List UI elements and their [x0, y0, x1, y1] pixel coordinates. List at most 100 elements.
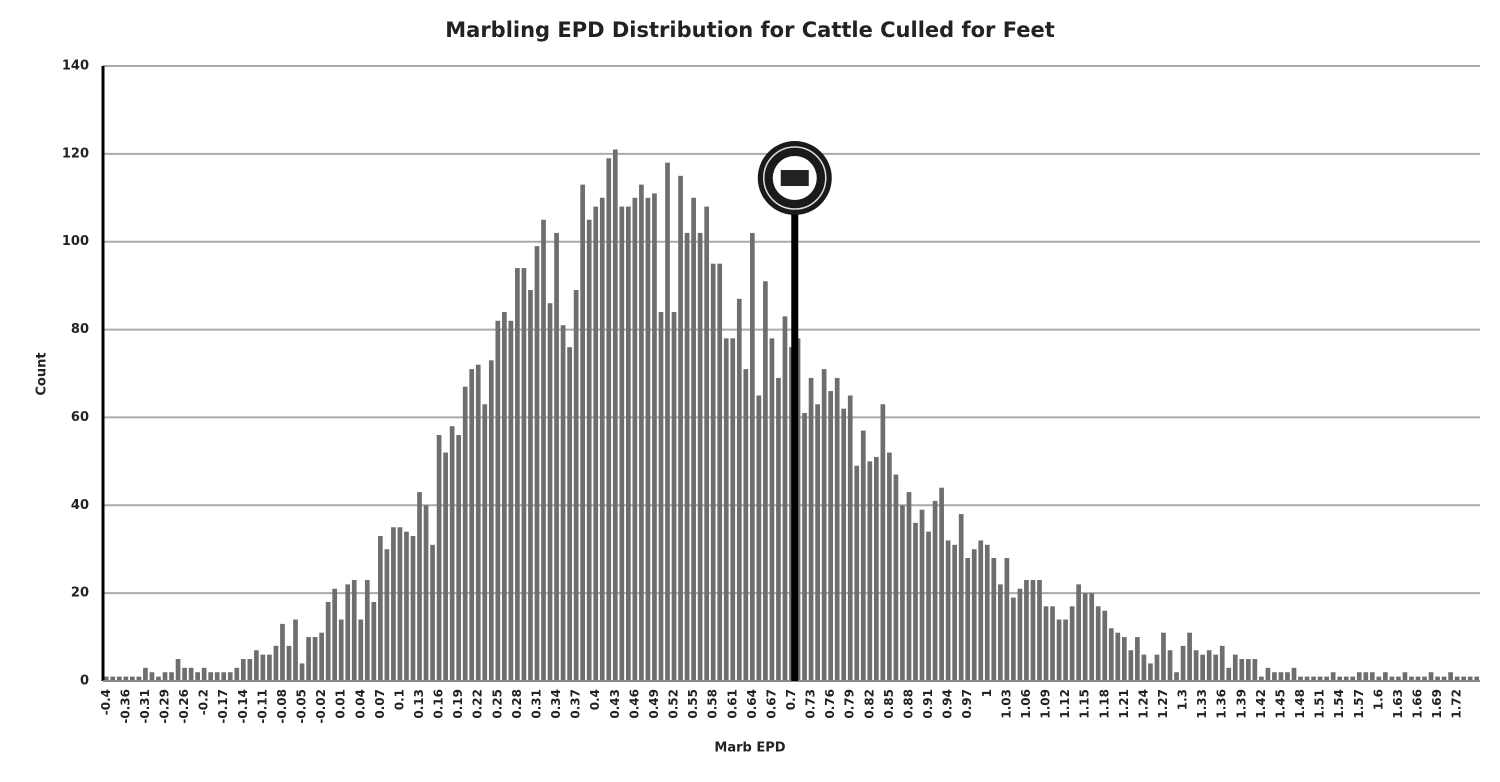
bar [802, 413, 807, 681]
bar [769, 338, 775, 681]
bar [717, 263, 723, 681]
bar [1272, 672, 1277, 681]
bar [1024, 579, 1029, 681]
bar [371, 601, 377, 681]
bar [684, 232, 690, 681]
y-tick-label: 40 [71, 498, 89, 513]
bar [821, 369, 827, 681]
bar [449, 426, 455, 681]
x-tick-label: 0.43 [608, 689, 622, 719]
bar [1383, 672, 1388, 681]
bar [932, 500, 938, 681]
bar [606, 158, 612, 681]
bar [1245, 659, 1251, 681]
x-tick-label: 1.15 [1078, 689, 1092, 719]
bar [280, 623, 285, 681]
bar [749, 232, 755, 681]
bar [175, 659, 181, 681]
bar [599, 197, 605, 682]
bar [260, 654, 266, 681]
x-tick-label: 1.57 [1352, 689, 1366, 719]
bar [1369, 672, 1375, 681]
bar [495, 320, 501, 681]
bar [1265, 667, 1271, 681]
x-tick-label: 1.39 [1234, 689, 1248, 719]
x-tick-label: 0.76 [823, 689, 837, 719]
bar [156, 676, 161, 681]
bar [325, 601, 331, 681]
x-tick-label: 0.55 [686, 689, 700, 719]
bar [273, 645, 279, 681]
x-tick-label: 1.69 [1430, 689, 1444, 719]
bar [364, 579, 370, 681]
bar [469, 369, 475, 681]
x-tick-label: 0.73 [804, 689, 818, 719]
bar [384, 549, 390, 681]
bar [1050, 606, 1055, 681]
bar [632, 197, 638, 682]
bar [834, 377, 840, 681]
bar [900, 505, 905, 681]
x-tick-label: 0.01 [334, 689, 348, 719]
bar [103, 676, 109, 681]
bar [423, 505, 429, 681]
x-tick-label: 0.34 [549, 689, 563, 719]
bar [162, 672, 168, 681]
bar [645, 197, 651, 682]
x-tick-label: 0.07 [373, 689, 387, 719]
bar [247, 659, 253, 681]
bar [110, 676, 116, 681]
bar [952, 544, 958, 681]
bar [254, 650, 259, 681]
bar [906, 492, 912, 681]
bar [1232, 654, 1238, 681]
bar [736, 298, 742, 681]
bar [1076, 584, 1081, 681]
bar [1454, 676, 1460, 681]
x-tick-label: 0.04 [353, 689, 367, 719]
bar [1187, 632, 1192, 681]
y-tick-label: 80 [71, 322, 89, 337]
y-tick-label: 140 [62, 59, 89, 74]
x-tick-label: -0.14 [236, 689, 250, 724]
bar [612, 149, 618, 681]
y-tick-label: 100 [62, 234, 89, 249]
bar [1317, 676, 1323, 681]
bar [965, 558, 971, 681]
bar [763, 281, 768, 681]
bar [678, 175, 683, 682]
bar [1148, 663, 1153, 681]
bar [815, 404, 820, 681]
bar [723, 338, 729, 681]
bar [306, 637, 311, 681]
bar [488, 360, 494, 681]
badge-icon [780, 170, 809, 186]
bar [1030, 579, 1036, 681]
bar [867, 461, 873, 681]
x-tick-label: 1.42 [1254, 689, 1268, 719]
x-tick-label: 0.4 [588, 689, 602, 710]
bar [652, 193, 657, 681]
bar [743, 369, 749, 681]
bar [586, 219, 592, 681]
x-tick-label: 1.06 [1019, 689, 1033, 719]
bar [991, 558, 997, 681]
x-tick-label: 0.22 [471, 689, 485, 719]
bar [267, 654, 272, 681]
bar [293, 619, 298, 681]
bar [1474, 676, 1480, 681]
bar [1193, 650, 1199, 681]
y-tick-label: 0 [80, 674, 89, 689]
x-tick-label: 0.46 [627, 689, 641, 719]
bar [515, 268, 520, 681]
bar [1461, 676, 1467, 681]
bar [1337, 676, 1343, 681]
bar [130, 676, 135, 681]
bar [1135, 637, 1140, 681]
bar [1017, 588, 1023, 681]
bar [201, 667, 207, 681]
x-tick-label: 0.13 [412, 689, 426, 719]
chart-title: Marbling EPD Distribution for Cattle Cul… [445, 18, 1055, 42]
x-tick-label: 0.16 [432, 689, 446, 719]
